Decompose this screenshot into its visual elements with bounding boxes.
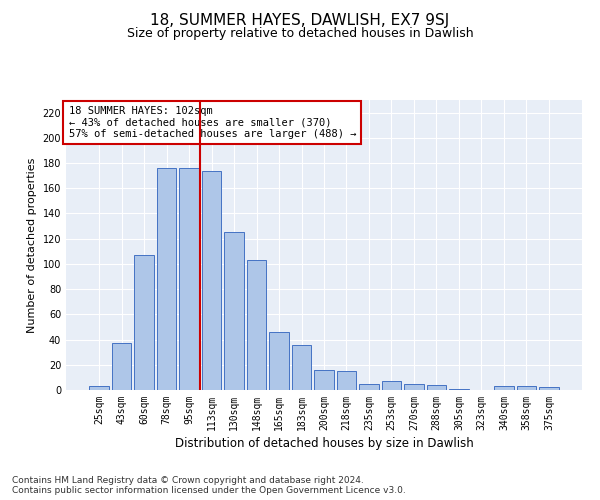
Bar <box>382 381 401 390</box>
Y-axis label: Number of detached properties: Number of detached properties <box>27 158 37 332</box>
Bar <box>494 386 514 390</box>
Bar <box>337 371 356 390</box>
Bar <box>157 168 176 390</box>
Bar <box>202 170 221 390</box>
Bar <box>404 384 424 390</box>
X-axis label: Distribution of detached houses by size in Dawlish: Distribution of detached houses by size … <box>175 437 473 450</box>
Bar <box>224 232 244 390</box>
Bar <box>134 255 154 390</box>
Bar <box>269 332 289 390</box>
Bar <box>89 386 109 390</box>
Bar <box>427 385 446 390</box>
Bar <box>449 388 469 390</box>
Bar <box>247 260 266 390</box>
Text: Size of property relative to detached houses in Dawlish: Size of property relative to detached ho… <box>127 28 473 40</box>
Text: Contains HM Land Registry data © Crown copyright and database right 2024.
Contai: Contains HM Land Registry data © Crown c… <box>12 476 406 495</box>
Bar <box>179 168 199 390</box>
Bar <box>314 370 334 390</box>
Text: 18, SUMMER HAYES, DAWLISH, EX7 9SJ: 18, SUMMER HAYES, DAWLISH, EX7 9SJ <box>151 12 449 28</box>
Bar <box>112 344 131 390</box>
Bar <box>517 386 536 390</box>
Bar <box>359 384 379 390</box>
Text: 18 SUMMER HAYES: 102sqm
← 43% of detached houses are smaller (370)
57% of semi-d: 18 SUMMER HAYES: 102sqm ← 43% of detache… <box>68 106 356 139</box>
Bar <box>292 344 311 390</box>
Bar <box>539 388 559 390</box>
